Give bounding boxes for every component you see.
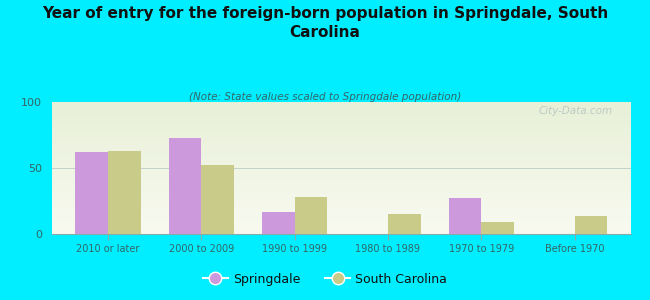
- Bar: [575, 215, 607, 234]
- Legend: Springdale, South Carolina: Springdale, South Carolina: [198, 268, 452, 291]
- Bar: [388, 214, 421, 234]
- Bar: [294, 197, 327, 234]
- Bar: [448, 198, 481, 234]
- Bar: [481, 222, 514, 234]
- Bar: [75, 152, 108, 234]
- Bar: [168, 138, 202, 234]
- Text: Year of entry for the foreign-born population in Springdale, South
Carolina: Year of entry for the foreign-born popul…: [42, 6, 608, 40]
- Text: (Note: State values scaled to Springdale population): (Note: State values scaled to Springdale…: [189, 92, 461, 101]
- Bar: [262, 212, 294, 234]
- Bar: [108, 151, 140, 234]
- Text: City-Data.com: City-Data.com: [539, 106, 613, 116]
- Bar: [202, 165, 234, 234]
